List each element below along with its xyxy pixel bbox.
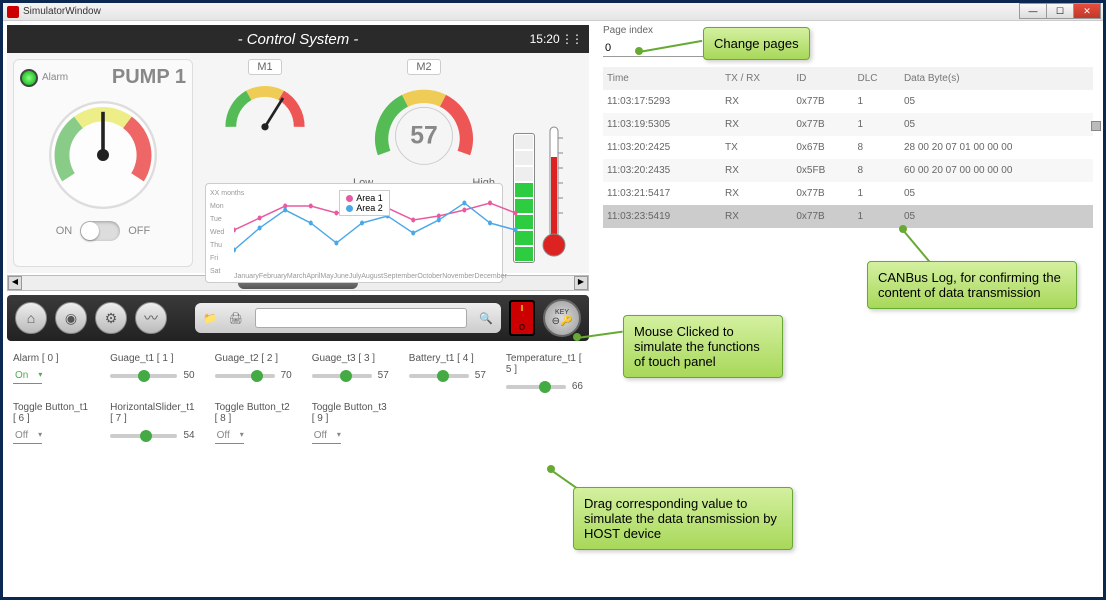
table-row[interactable]: 11:03:19:5305RX0x77B105	[603, 113, 1093, 136]
titlebar: SimulatorWindow — ☐ ✕	[3, 3, 1103, 21]
key-button[interactable]: KEY ⊖🔑	[543, 299, 581, 337]
control-slider: Guage_t3 [ 3 ] 57	[312, 353, 389, 392]
maximize-button[interactable]: ☐	[1046, 3, 1074, 19]
minimize-button[interactable]: —	[1019, 3, 1047, 19]
alarm-label: Alarm	[42, 72, 68, 83]
on-label: ON	[56, 225, 73, 237]
controls-grid: Alarm [ 0 ] On Guage_t1 [ 1 ] 50 Guage_t…	[7, 341, 589, 453]
chart-button[interactable]: 〰	[135, 302, 167, 334]
dashboard-button[interactable]: ◉	[55, 302, 87, 334]
dropdown[interactable]: Off	[312, 428, 341, 444]
slider[interactable]	[506, 385, 566, 389]
panel-header: - Control System - 15:20	[7, 25, 589, 53]
control-dropdown: Toggle Button_t2 [ 8 ] Off	[215, 402, 292, 441]
control-dropdown: Toggle Button_t3 [ 9 ] Off	[312, 402, 389, 441]
dropdown[interactable]: On	[13, 368, 42, 384]
table-row[interactable]: 11:03:23:5419RX0x77B105	[603, 205, 1093, 228]
table-scroll-icon[interactable]	[1091, 121, 1101, 131]
pump-gauge	[28, 95, 178, 215]
control-dropdown: Toggle Button_t1 [ 6 ] Off	[13, 402, 90, 441]
pump-panel: Alarm PUMP 1	[13, 59, 193, 267]
alarm-led	[20, 69, 38, 87]
control-slider: Guage_t2 [ 2 ] 70	[215, 353, 292, 392]
gauge-m2: M2 57 Low High	[345, 59, 503, 189]
control-slider: Battery_t1 [ 4 ] 57	[409, 353, 486, 392]
callout-mouse: Mouse Clicked to simulate the functions …	[623, 315, 783, 378]
slider[interactable]	[409, 374, 469, 378]
search-icon[interactable]: 🔍	[479, 312, 493, 325]
control-dropdown: Alarm [ 0 ] On	[13, 353, 90, 392]
off-label: OFF	[128, 225, 150, 237]
control-slider: Temperature_t1 [ 5 ] 66	[506, 353, 583, 392]
search-input[interactable]	[255, 308, 468, 328]
table-row[interactable]: 11:03:17:5293RX0x77B105	[603, 90, 1093, 113]
dropdown[interactable]: Off	[215, 428, 244, 444]
toolbar: ⌂ ◉ ⚙ 〰 📁 🖨 🔍 KEY ⊖🔑	[7, 295, 589, 341]
close-button[interactable]: ✕	[1073, 3, 1101, 19]
table-row[interactable]: 11:03:20:2425TX0x67B828 00 20 07 01 00 0…	[603, 136, 1093, 159]
slider[interactable]	[215, 374, 275, 378]
area-chart: Area 1 Area 2 XX monthsMonTueWedThuFriSa…	[205, 183, 503, 283]
control-slider: HorizontalSlider_t1 [ 7 ] 54	[110, 402, 195, 441]
home-button[interactable]: ⌂	[15, 302, 47, 334]
power-rocker[interactable]	[509, 300, 535, 336]
panel-time: 15:20	[530, 32, 581, 46]
callout-drag: Drag corresponding value to simulate the…	[573, 487, 793, 550]
panel-title: - Control System -	[238, 31, 359, 48]
dropdown[interactable]: Off	[13, 428, 42, 444]
print-icon[interactable]: 🖨	[229, 312, 243, 325]
chart-legend: Area 1 Area 2	[339, 190, 390, 216]
control-slider: Guage_t1 [ 1 ] 50	[110, 353, 195, 392]
callout-pages: Change pages	[703, 27, 810, 60]
slider[interactable]	[312, 374, 372, 378]
thermometer	[541, 123, 567, 263]
canbus-log-table: TimeTX / RXIDDLCData Byte(s) 11:03:17:52…	[603, 67, 1093, 228]
app-icon	[7, 6, 19, 18]
callout-canbus: CANBus Log, for confirming the content o…	[867, 261, 1077, 309]
gauge-m1: M1	[205, 59, 325, 140]
settings-button[interactable]: ⚙	[95, 302, 127, 334]
table-row[interactable]: 11:03:21:5417RX0x77B105	[603, 182, 1093, 205]
folder-icon[interactable]: 📁	[203, 312, 217, 325]
svg-text:57: 57	[410, 123, 437, 150]
scroll-left-button[interactable]: ◀	[8, 276, 22, 290]
slider[interactable]	[110, 434, 177, 438]
scroll-right-button[interactable]: ▶	[574, 276, 588, 290]
window-title: SimulatorWindow	[23, 6, 101, 17]
slider[interactable]	[110, 374, 177, 378]
pump-title: PUMP 1	[112, 66, 186, 89]
table-row[interactable]: 11:03:20:2435RX0x5FB860 00 20 07 00 00 0…	[603, 159, 1093, 182]
page-index-label: Page index	[603, 25, 1093, 36]
pump-toggle[interactable]	[80, 221, 120, 241]
